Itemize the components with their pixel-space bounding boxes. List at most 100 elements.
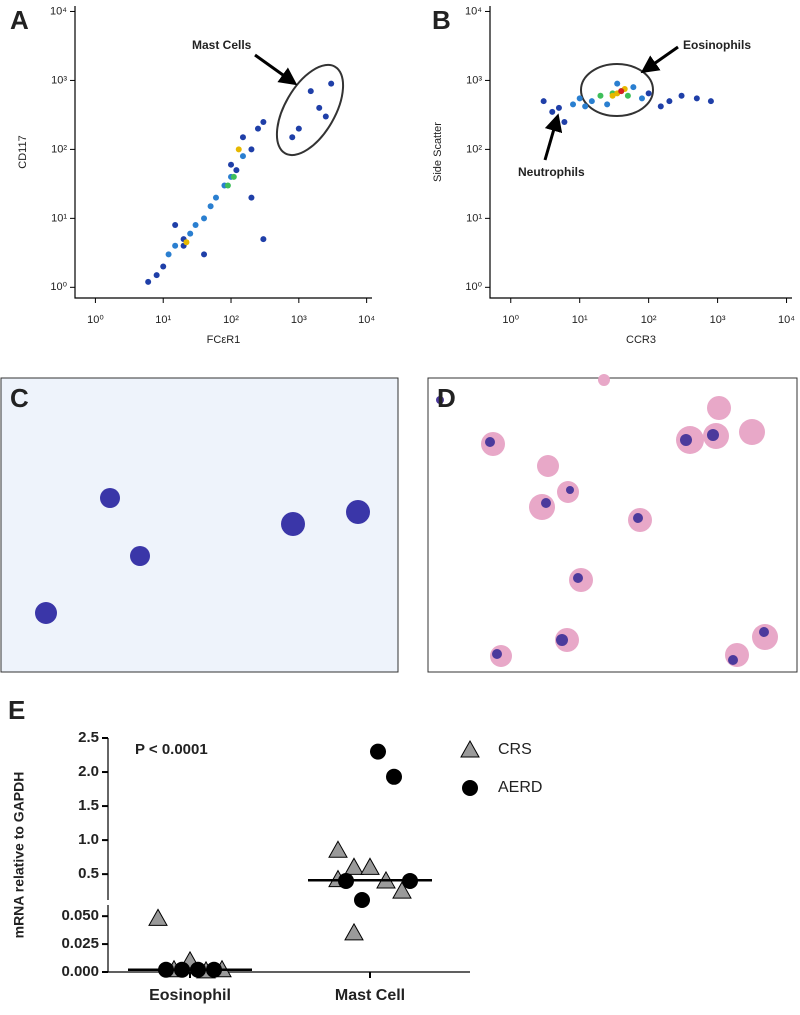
- point: [187, 230, 194, 237]
- x-tick-label: 10⁰: [502, 314, 519, 326]
- y-tick-label: 1.5: [78, 797, 99, 814]
- x-tick-label: 10⁰: [87, 314, 104, 326]
- panel-letter: E: [8, 695, 25, 725]
- gate: [580, 63, 654, 117]
- point: [212, 194, 219, 201]
- gate: [275, 63, 345, 157]
- point: [260, 236, 267, 243]
- x-tick-label: 10¹: [155, 314, 171, 326]
- triangle-point: [460, 739, 480, 758]
- arrow: [543, 113, 563, 161]
- arrow: [254, 53, 298, 86]
- point: [609, 92, 616, 99]
- point: [172, 222, 179, 229]
- y-tick-label: 0.025: [61, 935, 99, 952]
- point: [289, 134, 296, 141]
- point: [255, 125, 262, 132]
- y-axis-label: Side Scatter: [432, 122, 444, 182]
- x-tick-label: 10³: [291, 314, 307, 326]
- point: [207, 203, 214, 210]
- panel-letter: B: [432, 5, 451, 35]
- point: [201, 251, 208, 258]
- triangle-point: [360, 857, 380, 875]
- point: [235, 146, 242, 153]
- micrograph-c: [0, 377, 399, 673]
- point: [618, 88, 625, 95]
- y-tick-label: 10⁴: [50, 5, 67, 17]
- y-tick-label: 10⁴: [465, 5, 482, 17]
- x-tick-label: 10³: [710, 314, 726, 326]
- circle-point: [462, 780, 478, 796]
- y-axis-label: mRNA relative to GAPDH: [11, 772, 27, 939]
- x-tick-label: 10²: [641, 314, 657, 326]
- x-tick-label: Mast Cell: [335, 987, 405, 1004]
- annotation: Neutrophils: [518, 165, 585, 179]
- y-tick-label: 2.5: [78, 729, 99, 746]
- point: [239, 153, 246, 160]
- y-tick-label: 10⁰: [465, 281, 482, 293]
- cells-c: [35, 488, 370, 624]
- x-tick-label: 10¹: [572, 314, 588, 326]
- panel-letter: A: [10, 5, 29, 35]
- y-axis-label: CD117: [17, 135, 29, 168]
- point: [540, 98, 547, 105]
- x-tick-label: 10²: [223, 314, 239, 326]
- point: [248, 146, 255, 153]
- point: [201, 215, 208, 222]
- point: [604, 101, 611, 108]
- point: [160, 263, 167, 270]
- y-tick-label: 10³: [51, 74, 67, 86]
- circle-point: [370, 743, 386, 760]
- point: [295, 125, 302, 132]
- point: [707, 98, 714, 105]
- point: [239, 134, 246, 141]
- triangle-point: [392, 881, 412, 899]
- annotation: P < 0.0001: [135, 741, 208, 758]
- panel-letter: C: [10, 383, 29, 413]
- point: [576, 95, 583, 102]
- point: [693, 95, 700, 102]
- point: [588, 98, 595, 105]
- y-tick-label: 10²: [51, 143, 67, 155]
- micrograph-d: [427, 377, 798, 673]
- arrow: [640, 45, 679, 74]
- panel-letter: D: [437, 383, 456, 413]
- x-tick-label: 10⁴: [358, 314, 375, 326]
- axes: [74, 6, 372, 299]
- point: [233, 167, 240, 174]
- point: [582, 103, 589, 110]
- circle-point: [354, 892, 370, 908]
- point: [316, 104, 323, 111]
- point: [597, 92, 604, 99]
- point: [260, 118, 267, 125]
- point: [614, 80, 621, 87]
- legend-label: AERD: [498, 779, 542, 796]
- point: [322, 113, 329, 120]
- x-tick-label: 10⁴: [778, 314, 795, 326]
- x-tick-label: Eosinophil: [149, 987, 231, 1004]
- x-axis-label: CCR3: [626, 334, 656, 346]
- y-tick-label: 10²: [466, 143, 482, 155]
- point: [570, 101, 577, 108]
- y-tick-label: 10¹: [466, 212, 482, 224]
- point: [666, 98, 673, 105]
- annotation: Eosinophils: [683, 38, 751, 52]
- point: [657, 103, 664, 110]
- x-axis-label: FCεR1: [207, 334, 241, 346]
- point: [638, 95, 645, 102]
- triangle-point: [148, 908, 168, 926]
- triangle-point: [344, 857, 364, 875]
- point: [307, 88, 314, 95]
- point: [153, 272, 160, 279]
- annotation: Mast Cells: [192, 38, 252, 52]
- point: [561, 118, 568, 125]
- point: [645, 90, 652, 97]
- point: [172, 242, 179, 249]
- point: [165, 251, 172, 258]
- point: [624, 92, 631, 99]
- y-tick-label: 0.050: [61, 907, 99, 924]
- point: [145, 278, 152, 285]
- point: [328, 80, 335, 87]
- point: [192, 222, 199, 229]
- triangle-point: [344, 922, 364, 941]
